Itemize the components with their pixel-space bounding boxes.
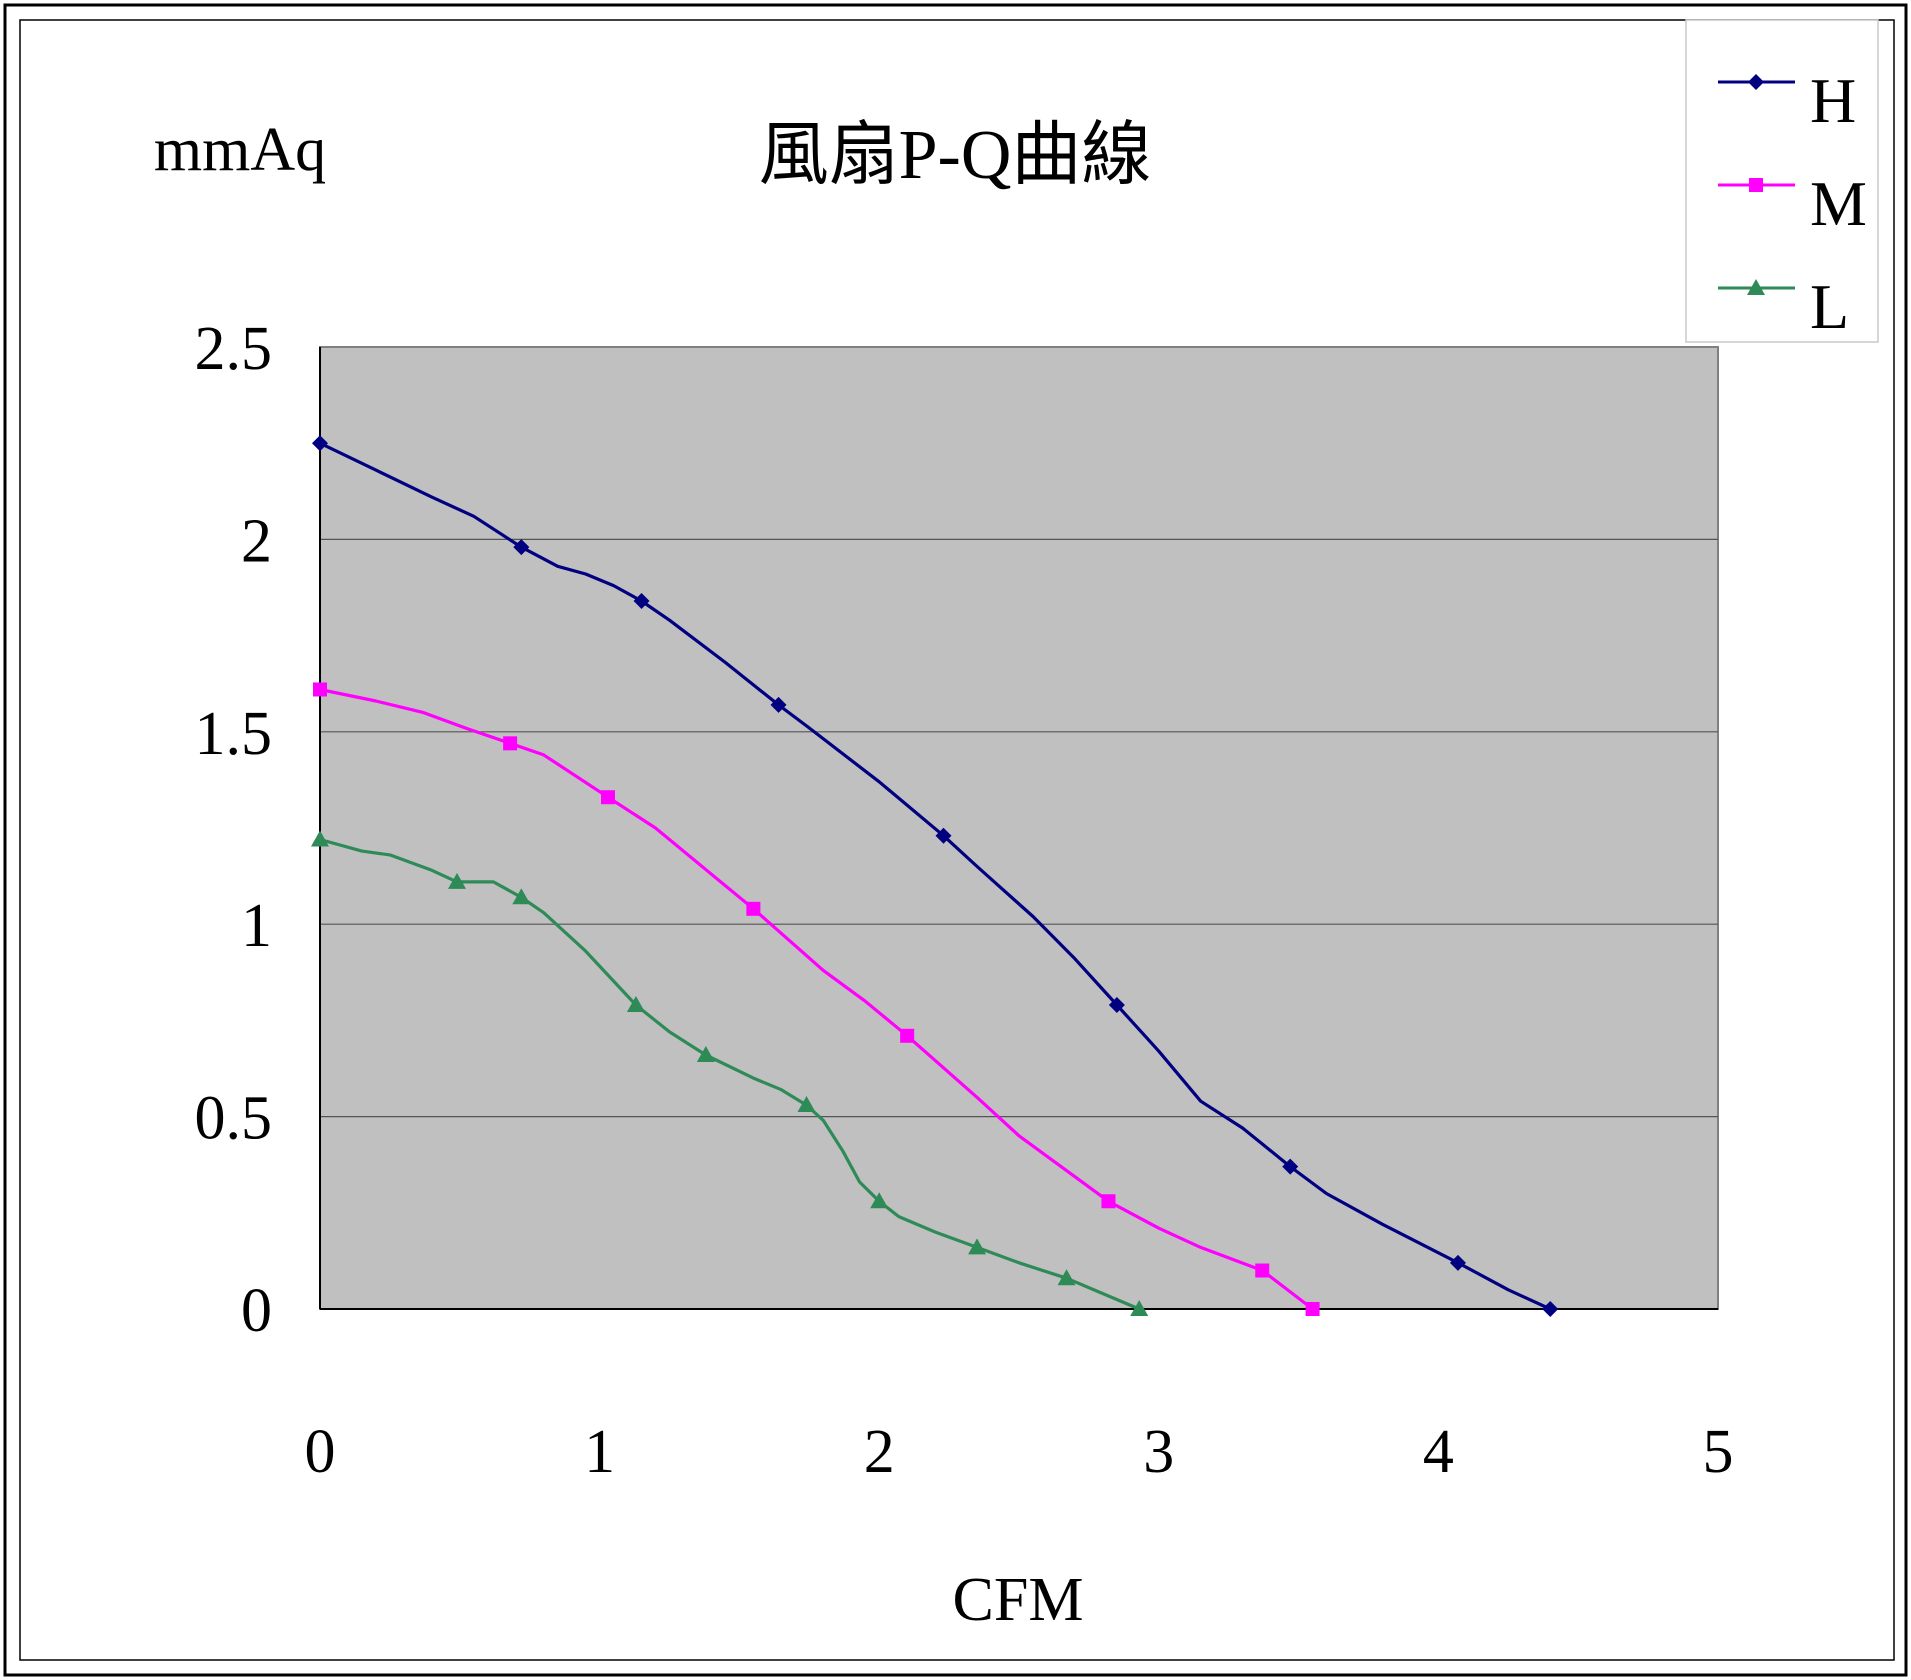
data-point-l	[512, 888, 531, 905]
data-point-m	[1255, 1263, 1270, 1278]
y-tick-label: 1.5	[195, 700, 273, 768]
data-point-l	[626, 996, 645, 1013]
y-tick-label: 0	[241, 1277, 272, 1345]
legend-label: H	[1810, 65, 1856, 136]
series-m	[313, 682, 1320, 1316]
series-l	[311, 830, 1149, 1316]
data-point-h	[1542, 1301, 1559, 1317]
x-axis-label: CFM	[953, 1566, 1084, 1634]
data-point-h	[513, 539, 530, 556]
gridlines	[320, 538, 1718, 1118]
series-layer	[311, 435, 1559, 1317]
data-point-l	[1130, 1300, 1149, 1316]
series-line-h	[319, 441, 1551, 1311]
data-point-h	[1108, 997, 1125, 1014]
series-line-l	[319, 837, 1140, 1311]
data-point-h	[1449, 1254, 1466, 1271]
data-point-h	[633, 592, 650, 609]
data-point-h	[935, 827, 952, 844]
axes	[319, 347, 1718, 1310]
y-tick-label: 2.5	[195, 315, 273, 383]
legend-marker	[1748, 74, 1764, 90]
data-point-l	[696, 1046, 715, 1063]
data-point-l	[448, 872, 467, 889]
legend-label: L	[1810, 271, 1849, 342]
legend-marker	[1749, 178, 1763, 192]
data-point-l	[870, 1192, 889, 1209]
data-point-h	[1282, 1158, 1299, 1175]
x-tick-label: 2	[864, 1418, 895, 1486]
chart-title: 風扇P-Q曲線	[759, 117, 1152, 194]
x-tick-label: 4	[1423, 1418, 1454, 1486]
data-point-m	[1305, 1302, 1320, 1316]
y-tick-label: 0.5	[195, 1085, 273, 1153]
y-tick-labels: 0 0.5 1 1.5 2 2.5	[195, 315, 273, 1345]
inner-border	[19, 19, 1895, 1661]
legend-item-h: H	[1718, 65, 1856, 136]
data-point-h	[770, 696, 787, 713]
data-point-m	[1101, 1194, 1116, 1209]
legend-label: M	[1810, 168, 1867, 239]
data-point-m	[503, 736, 518, 751]
series-h	[312, 435, 1559, 1317]
data-point-l	[968, 1238, 987, 1255]
y-tick-label: 2	[241, 507, 272, 575]
x-tick-label: 3	[1143, 1418, 1174, 1486]
legend-item-l: L	[1718, 271, 1849, 342]
data-point-h	[312, 435, 328, 452]
x-tick-label: 1	[584, 1418, 615, 1486]
data-point-m	[600, 790, 615, 805]
x-tick-label: 0	[305, 1418, 336, 1486]
series-line-m	[319, 687, 1314, 1311]
data-point-m	[900, 1028, 915, 1043]
y-axis-label: mmAq	[154, 116, 326, 184]
data-point-l	[797, 1096, 816, 1113]
legend: HML	[1685, 19, 1879, 343]
data-point-m	[313, 682, 327, 697]
legend-marker	[1747, 279, 1765, 295]
x-tick-label: 5	[1703, 1418, 1734, 1486]
y-tick-label: 1	[241, 892, 272, 960]
data-point-l	[1057, 1269, 1076, 1286]
data-point-m	[746, 901, 761, 916]
plot-area	[319, 346, 1719, 1310]
x-tick-labels: 0 1 2 3 4 5	[305, 1418, 1734, 1486]
data-point-l	[311, 830, 329, 847]
legend-item-m: M	[1718, 168, 1867, 239]
